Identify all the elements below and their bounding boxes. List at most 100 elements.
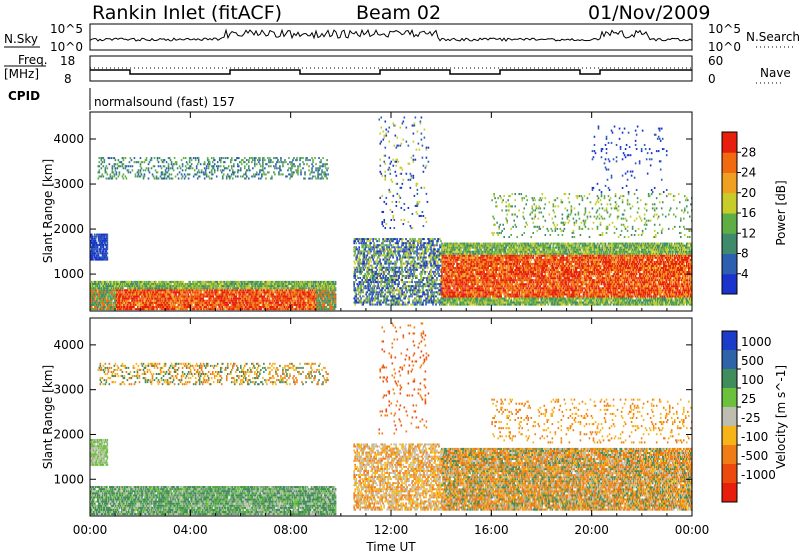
power-cell xyxy=(396,238,398,240)
power-cell xyxy=(385,263,387,265)
power-cell xyxy=(386,244,388,246)
power-cell xyxy=(386,267,388,269)
power-cell xyxy=(286,175,288,177)
power-cell xyxy=(107,281,109,283)
power-cell xyxy=(184,178,186,180)
power-cell xyxy=(408,271,410,273)
power-cell xyxy=(169,173,171,175)
power-cell xyxy=(105,169,107,171)
power-cell xyxy=(207,157,209,159)
power-cell xyxy=(166,167,168,169)
power-cell xyxy=(145,169,147,171)
power-cell xyxy=(403,285,405,287)
power-cell xyxy=(143,300,145,302)
power-cell xyxy=(371,257,373,259)
power-cell xyxy=(239,293,241,295)
power-cell xyxy=(292,306,294,308)
power-cell xyxy=(363,252,365,254)
power-cell xyxy=(229,287,231,289)
power-cell xyxy=(358,257,360,259)
power-cell xyxy=(378,291,380,293)
power-cell xyxy=(104,236,106,238)
power-cell xyxy=(220,159,222,161)
power-cell xyxy=(377,279,379,281)
power-cell xyxy=(171,287,173,289)
power-cell xyxy=(132,169,134,171)
power-cell xyxy=(398,283,400,285)
power-cell xyxy=(259,304,261,306)
power-cell xyxy=(262,159,264,161)
power-cell xyxy=(244,291,246,293)
power-cell xyxy=(369,277,371,279)
power-cell xyxy=(375,261,377,263)
power-cell xyxy=(299,163,301,165)
power-cell xyxy=(163,281,165,283)
power-cell xyxy=(369,259,371,261)
power-cell xyxy=(123,157,125,159)
power-cell xyxy=(294,298,296,300)
power-cell xyxy=(285,304,287,306)
power-cell xyxy=(367,275,369,277)
power-cell xyxy=(181,159,183,161)
power-cell xyxy=(326,159,328,161)
power-cell xyxy=(135,175,137,177)
power-cell xyxy=(380,277,382,279)
power-cell xyxy=(292,165,294,167)
power-cell xyxy=(238,283,240,285)
power-cell xyxy=(100,285,102,287)
power-cell xyxy=(181,173,183,175)
power-cell xyxy=(111,300,113,302)
power-cell xyxy=(247,169,249,171)
power-cell xyxy=(362,289,364,291)
power-cell xyxy=(304,173,306,175)
power-cell xyxy=(290,302,292,304)
power-cell xyxy=(257,159,259,161)
power-cell xyxy=(204,167,206,169)
power-cell xyxy=(368,295,370,297)
rti-figure: Rankin Inlet (fitACF) Beam 02 01/Nov/200… xyxy=(0,0,800,554)
power-cell xyxy=(223,165,225,167)
power-cell xyxy=(212,173,214,175)
power-cell xyxy=(374,304,376,306)
power-cell xyxy=(254,165,256,167)
power-cell xyxy=(377,246,379,248)
power-cell xyxy=(365,242,367,244)
power-cell xyxy=(369,248,371,250)
power-cell xyxy=(102,242,104,244)
power-cell xyxy=(322,157,324,159)
power-cell xyxy=(105,167,107,169)
power-cell xyxy=(354,250,356,252)
power-cell xyxy=(217,169,219,171)
power-cell xyxy=(374,299,376,301)
power-cell xyxy=(322,298,324,300)
power-cell xyxy=(317,171,319,173)
power-cell xyxy=(193,308,195,310)
power-cell xyxy=(271,287,273,289)
power-cell xyxy=(104,161,106,163)
power-cell xyxy=(401,261,403,263)
power-cell xyxy=(307,159,309,161)
power-cell xyxy=(152,173,154,175)
power-cell xyxy=(377,285,379,287)
power-cell xyxy=(404,302,406,304)
power-cell xyxy=(360,299,362,301)
power-cell xyxy=(362,285,364,287)
power-cell xyxy=(372,267,374,269)
power-cell xyxy=(273,293,275,295)
power-cell xyxy=(184,173,186,175)
power-cell xyxy=(177,173,179,175)
power-cell xyxy=(100,281,102,283)
power-cell xyxy=(375,271,377,273)
power-cell xyxy=(373,252,375,254)
power-cell xyxy=(155,169,157,171)
power-cell xyxy=(162,171,164,173)
power-cell xyxy=(369,299,371,301)
power-cell xyxy=(267,298,269,300)
power-cell xyxy=(269,298,271,300)
power-cell xyxy=(317,178,319,180)
power-cell xyxy=(169,157,171,159)
power-cell xyxy=(106,283,108,285)
power-cell xyxy=(356,238,358,240)
power-cell xyxy=(118,281,120,283)
power-cell xyxy=(398,252,400,254)
